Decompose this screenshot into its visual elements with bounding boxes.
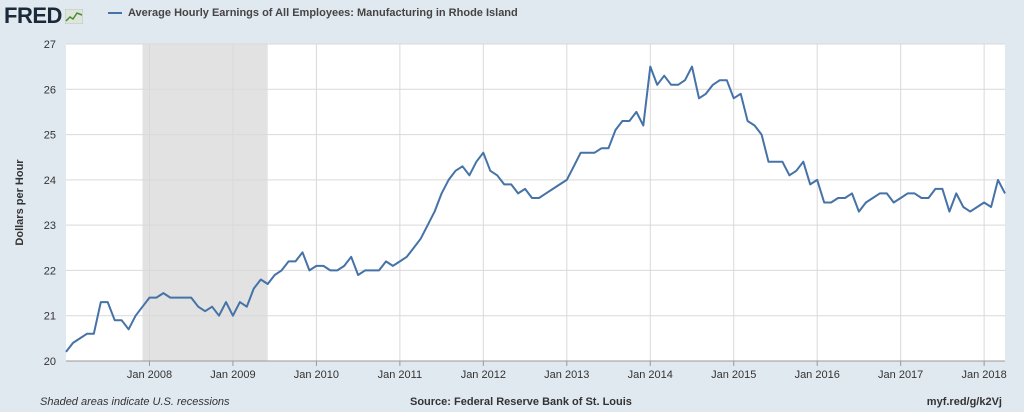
fred-logo[interactable]: FRED <box>4 3 83 29</box>
x-tick-label: Jan 2014 <box>628 369 673 381</box>
series-line-0 <box>65 65 1006 353</box>
x-tick-label: Jan 2018 <box>962 369 1007 381</box>
y-tick-label: 21 <box>44 311 56 323</box>
x-tick-label: Jan 2010 <box>294 369 339 381</box>
y-axis-label: Dollars per Hour <box>14 159 26 246</box>
chart-legend: Average Hourly Earnings of All Employees… <box>108 7 518 19</box>
fred-chart-icon <box>64 8 83 24</box>
short-link[interactable]: myf.red/g/k2Vj <box>926 396 1002 408</box>
source-text: Source: Federal Reserve Bank of St. Loui… <box>410 396 632 408</box>
x-tick-label: Jan 2009 <box>210 369 255 381</box>
y-tick-label: 25 <box>44 130 56 142</box>
x-tick-label: Jan 2015 <box>711 369 756 381</box>
y-tick-label: 27 <box>44 39 56 51</box>
x-tick-label: Jan 2008 <box>127 369 172 381</box>
x-tick-label: Jan 2013 <box>544 369 589 381</box>
y-tick-label: 26 <box>44 84 56 96</box>
legend-swatch <box>108 12 122 14</box>
x-tick-label: Jan 2017 <box>878 369 923 381</box>
y-tick-label: 22 <box>44 265 56 277</box>
y-tick-label: 20 <box>44 356 56 368</box>
brand-name: FRED <box>4 3 62 28</box>
x-tick-label: Jan 2012 <box>461 369 506 381</box>
recession-band <box>142 44 268 361</box>
x-tick-label: Jan 2016 <box>795 369 840 381</box>
y-tick-label: 23 <box>44 220 56 232</box>
legend-series-name: Average Hourly Earnings of All Employees… <box>128 7 518 19</box>
x-tick-label: Jan 2011 <box>378 369 422 381</box>
y-tick-label: 24 <box>44 175 56 187</box>
recession-note: Shaded areas indicate U.S. recessions <box>40 396 230 408</box>
